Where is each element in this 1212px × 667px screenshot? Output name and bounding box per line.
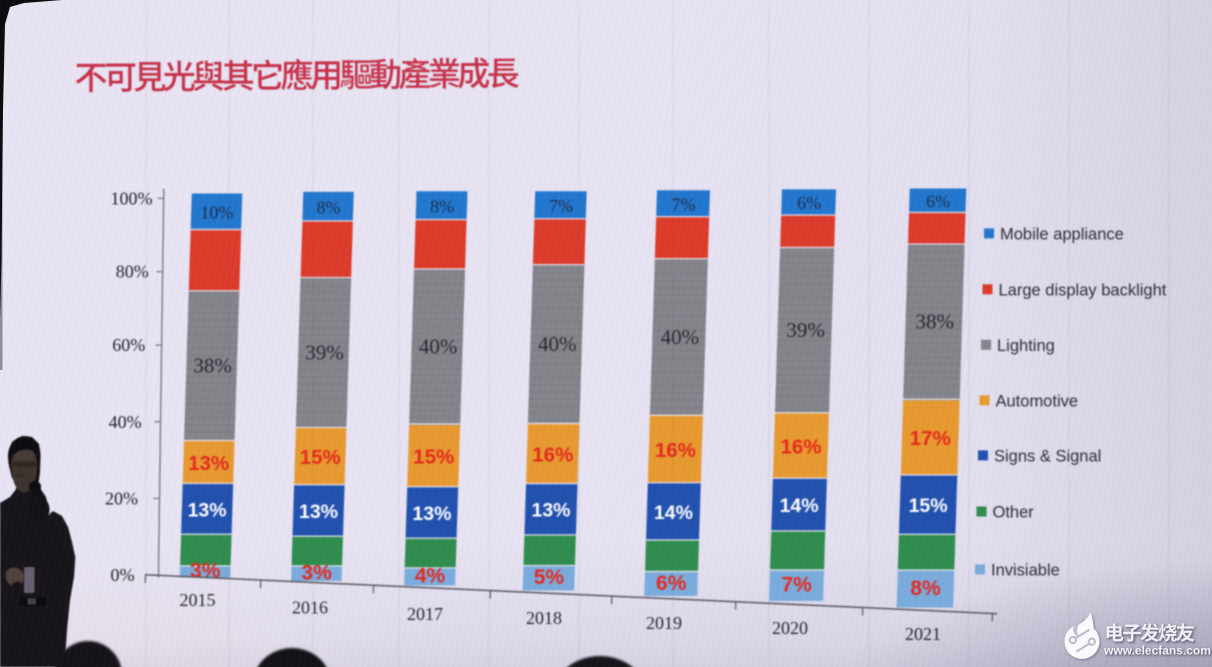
svg-text:40%: 40% bbox=[538, 332, 577, 356]
svg-text:14%: 14% bbox=[654, 502, 693, 524]
svg-text:7%: 7% bbox=[781, 574, 812, 597]
svg-text:5%: 5% bbox=[534, 566, 565, 589]
svg-text:Signs & Signal: Signs & Signal bbox=[994, 447, 1101, 465]
svg-text:6%: 6% bbox=[926, 191, 950, 211]
svg-text:4%: 4% bbox=[415, 565, 446, 588]
svg-text:15%: 15% bbox=[413, 445, 454, 468]
svg-text:Lighting: Lighting bbox=[997, 337, 1055, 355]
svg-text:Automotive: Automotive bbox=[996, 392, 1079, 410]
svg-text:80%: 80% bbox=[116, 262, 149, 282]
svg-text:40%: 40% bbox=[109, 412, 142, 432]
svg-text:16%: 16% bbox=[532, 444, 573, 467]
svg-text:6%: 6% bbox=[656, 572, 687, 595]
svg-text:8%: 8% bbox=[317, 197, 341, 217]
svg-text:Large display backlight: Large display backlight bbox=[999, 281, 1167, 299]
svg-text:2018: 2018 bbox=[526, 608, 562, 628]
svg-text:8%: 8% bbox=[910, 577, 941, 600]
svg-text:38%: 38% bbox=[193, 354, 232, 378]
svg-text:Invisiable: Invisiable bbox=[991, 561, 1060, 579]
svg-text:15%: 15% bbox=[300, 446, 341, 469]
svg-text:0%: 0% bbox=[111, 565, 135, 585]
svg-text:13%: 13% bbox=[188, 499, 227, 521]
svg-text:13%: 13% bbox=[412, 503, 451, 525]
svg-text:60%: 60% bbox=[112, 335, 145, 355]
svg-text:2019: 2019 bbox=[646, 613, 682, 633]
svg-text:www.elecfans.com: www.elecfans.com bbox=[1103, 644, 1211, 658]
svg-text:14%: 14% bbox=[780, 495, 819, 517]
svg-text:17%: 17% bbox=[910, 427, 951, 450]
svg-text:2015: 2015 bbox=[180, 590, 216, 610]
svg-text:13%: 13% bbox=[188, 452, 229, 475]
svg-text:2016: 2016 bbox=[292, 598, 328, 618]
svg-text:16%: 16% bbox=[780, 436, 821, 459]
svg-text:39%: 39% bbox=[786, 318, 825, 342]
svg-text:13%: 13% bbox=[531, 500, 570, 522]
svg-text:100%: 100% bbox=[111, 188, 153, 208]
svg-text:40%: 40% bbox=[661, 325, 700, 349]
svg-text:39%: 39% bbox=[305, 341, 344, 365]
svg-text:10%: 10% bbox=[200, 203, 233, 223]
svg-text:16%: 16% bbox=[655, 439, 696, 462]
svg-text:2017: 2017 bbox=[407, 604, 443, 624]
svg-text:38%: 38% bbox=[916, 310, 955, 334]
svg-text:40%: 40% bbox=[419, 335, 458, 359]
svg-text:20%: 20% bbox=[105, 489, 138, 509]
svg-text:7%: 7% bbox=[672, 195, 696, 215]
svg-text:2021: 2021 bbox=[905, 624, 941, 644]
svg-text:2020: 2020 bbox=[772, 618, 808, 638]
svg-text:15%: 15% bbox=[909, 495, 948, 517]
svg-text:7%: 7% bbox=[549, 196, 573, 216]
svg-text:13%: 13% bbox=[299, 501, 338, 523]
svg-text:6%: 6% bbox=[797, 193, 821, 213]
svg-text:3%: 3% bbox=[301, 562, 332, 585]
svg-text:8%: 8% bbox=[430, 196, 454, 216]
svg-text:Mobile appliance: Mobile appliance bbox=[1000, 225, 1124, 243]
svg-text:Other: Other bbox=[993, 504, 1035, 522]
